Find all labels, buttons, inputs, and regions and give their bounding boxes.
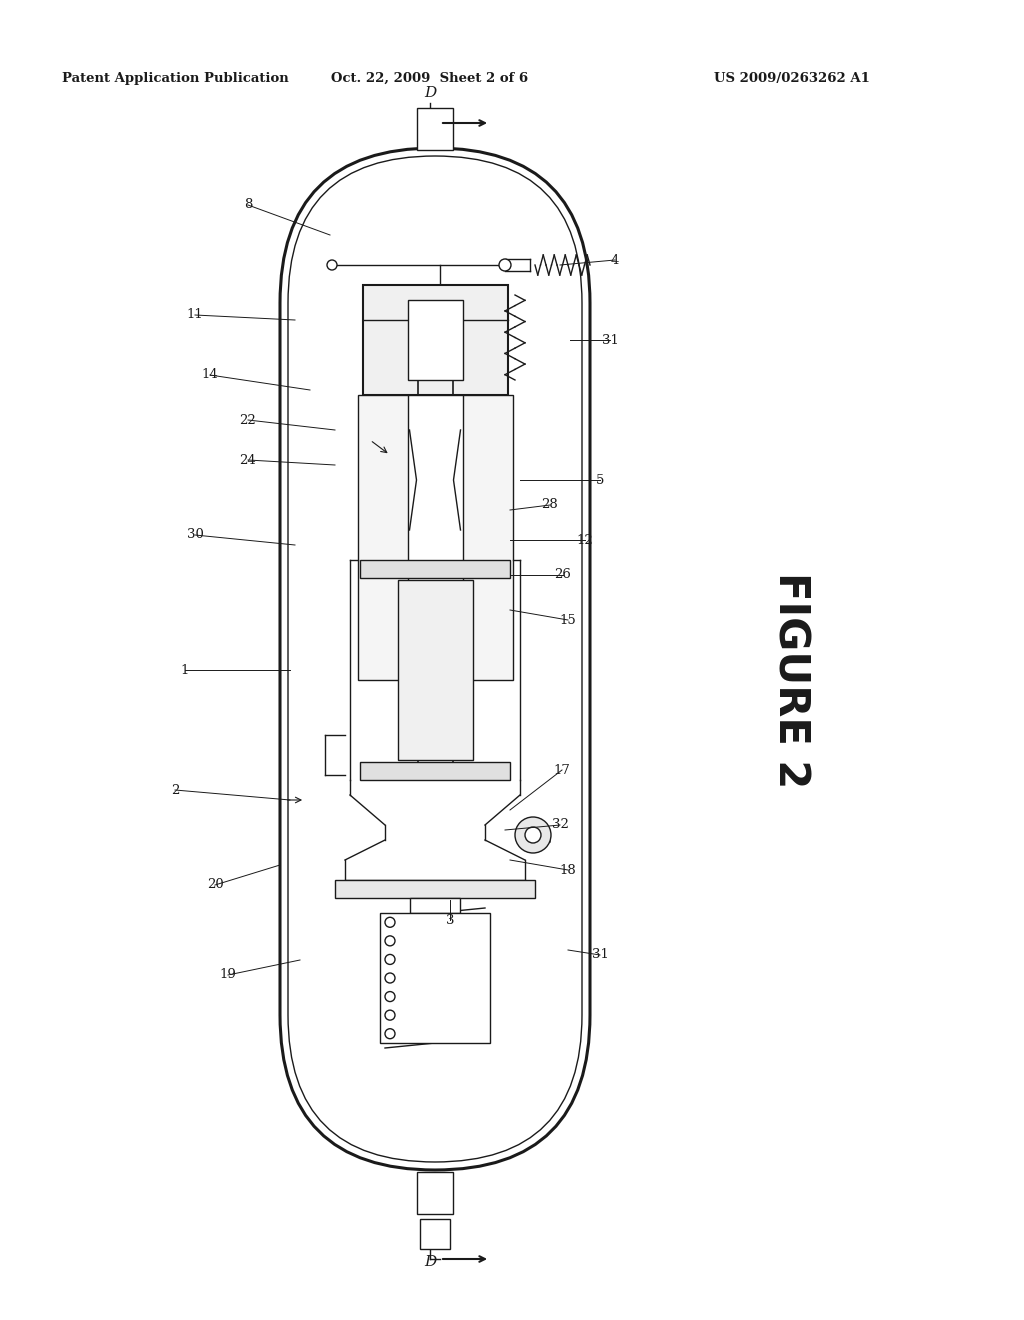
Text: 24: 24: [240, 454, 256, 466]
FancyBboxPatch shape: [280, 148, 590, 1170]
Text: 19: 19: [219, 969, 237, 982]
Text: D: D: [424, 1255, 436, 1269]
Text: 8: 8: [244, 198, 252, 211]
Text: 12: 12: [577, 533, 593, 546]
Bar: [360, 560, 510, 578]
Text: 4: 4: [610, 253, 620, 267]
Text: 11: 11: [186, 309, 204, 322]
Bar: [362, 285, 508, 395]
Text: 5: 5: [596, 474, 604, 487]
Circle shape: [385, 1028, 395, 1039]
Circle shape: [385, 1010, 395, 1020]
Circle shape: [385, 973, 395, 983]
Circle shape: [327, 260, 337, 271]
Bar: [335, 880, 535, 898]
Bar: [408, 395, 463, 680]
Circle shape: [385, 954, 395, 965]
Text: 32: 32: [552, 818, 568, 832]
Bar: [357, 395, 512, 680]
Text: US 2009/0263262 A1: US 2009/0263262 A1: [714, 73, 870, 84]
Text: 28: 28: [542, 499, 558, 511]
Circle shape: [515, 817, 551, 853]
Bar: [410, 898, 460, 913]
Circle shape: [385, 936, 395, 946]
Bar: [417, 108, 453, 150]
Text: 20: 20: [207, 879, 223, 891]
Text: 30: 30: [186, 528, 204, 541]
Bar: [408, 300, 463, 380]
Text: 1: 1: [181, 664, 189, 676]
Text: FIGURE 2: FIGURE 2: [769, 572, 811, 788]
Text: Oct. 22, 2009  Sheet 2 of 6: Oct. 22, 2009 Sheet 2 of 6: [332, 73, 528, 84]
Text: 3: 3: [445, 913, 455, 927]
Text: 22: 22: [240, 413, 256, 426]
Circle shape: [525, 828, 541, 843]
Text: 15: 15: [560, 614, 577, 627]
Circle shape: [385, 917, 395, 927]
Text: 26: 26: [555, 569, 571, 582]
Text: 14: 14: [202, 368, 218, 381]
Text: 17: 17: [554, 763, 570, 776]
Bar: [380, 913, 490, 1043]
Text: 18: 18: [560, 863, 577, 876]
Circle shape: [499, 259, 511, 271]
Text: Patent Application Publication: Patent Application Publication: [62, 73, 289, 84]
Text: 31: 31: [601, 334, 618, 346]
Text: D: D: [424, 86, 436, 100]
Bar: [420, 1218, 450, 1249]
Text: 31: 31: [592, 949, 608, 961]
Bar: [397, 579, 472, 760]
Text: 2: 2: [171, 784, 179, 796]
Bar: [417, 1172, 453, 1214]
Bar: [360, 762, 510, 780]
Circle shape: [385, 991, 395, 1002]
